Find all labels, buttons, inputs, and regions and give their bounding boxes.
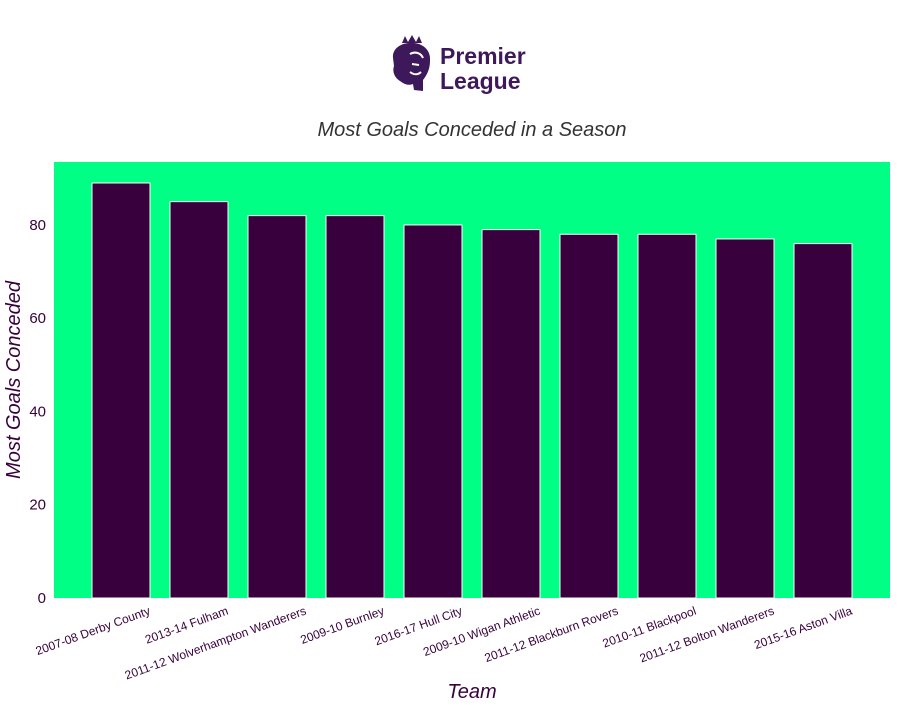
logo-text-premier: Premier xyxy=(440,43,526,69)
x-tick-label: 2009-10 Burnley xyxy=(298,604,386,647)
logo-text-league: League xyxy=(440,68,521,94)
bar xyxy=(637,233,697,599)
y-tick-label: 0 xyxy=(38,590,46,607)
premier-league-logo: Premier League xyxy=(392,35,526,94)
chart-title: Most Goals Conceded in a Season xyxy=(317,119,626,141)
bar xyxy=(403,224,463,599)
bar xyxy=(715,238,775,599)
y-tick-label: 40 xyxy=(29,403,46,420)
x-axis-label: Team xyxy=(447,681,496,703)
bar xyxy=(169,201,229,599)
bar xyxy=(559,233,619,599)
bars-group xyxy=(91,182,853,599)
y-tick-label: 60 xyxy=(29,310,46,327)
bar xyxy=(481,229,541,599)
x-tick-label: 2007-08 Derby County xyxy=(34,604,152,658)
bar xyxy=(247,215,307,599)
y-tick-label: 20 xyxy=(29,497,46,514)
y-axis-label: Most Goals Conceded xyxy=(3,280,25,479)
x-tick-label: 2011-12 Blackburn Rovers xyxy=(483,604,620,665)
bar xyxy=(793,243,853,599)
y-axis-ticks: 0 20 40 60 80 xyxy=(29,217,46,607)
y-tick-label: 80 xyxy=(29,217,46,234)
x-tick-label: 2011-12 Bolton Wanderers xyxy=(638,604,776,666)
bar xyxy=(91,182,151,599)
bar xyxy=(325,215,385,599)
